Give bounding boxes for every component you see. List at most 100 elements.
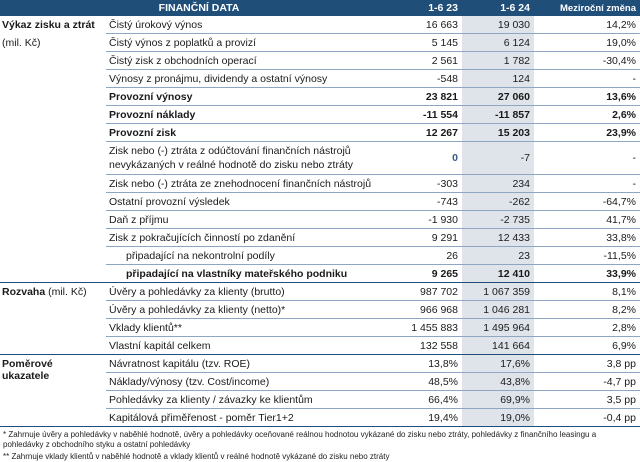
row-label: Zisk z pokračujících činností po zdanění — [106, 228, 398, 247]
value-change: 33,9% — [534, 264, 640, 283]
value-1-6-23: 16 663 — [398, 16, 462, 34]
value-change: 3,8 pp — [534, 354, 640, 373]
value-change: - — [534, 141, 640, 175]
table-row: Úvěry a pohledávky za klienty (netto)* 96… — [0, 300, 640, 319]
value-change: -30,4% — [534, 51, 640, 70]
value-1-6-23: 5 145 — [398, 33, 462, 52]
value-1-6-24: 12 410 — [462, 264, 534, 283]
section-label-bs: Rozvaha (mil. Kč) — [0, 282, 106, 355]
value-1-6-23: 966 968 — [398, 300, 462, 319]
value-1-6-23: 26 — [398, 246, 462, 265]
value-1-6-23: 12 267 — [398, 123, 462, 142]
value-change: -4,7 pp — [534, 372, 640, 391]
value-1-6-23: 13,8% — [398, 354, 462, 373]
section-unit: (mil. Kč) — [48, 286, 87, 298]
value-1-6-24: 234 — [462, 174, 534, 193]
value-1-6-23: 9 291 — [398, 228, 462, 247]
value-1-6-24: 27 060 — [462, 87, 534, 106]
value-1-6-24: -2 735 — [462, 210, 534, 229]
row-label: Čistý výnos z poplatků a provizí — [106, 33, 398, 52]
table-row: Rozvaha (mil. Kč) Úvěry a pohledávky za k… — [0, 282, 640, 355]
row-label: Vlastní kapitál celkem — [106, 336, 398, 355]
row-label: Návratnost kapitálu (tzv. ROE) — [106, 354, 398, 373]
row-label: připadající na nekontrolní podíly — [106, 246, 398, 265]
value-1-6-24: 12 433 — [462, 228, 534, 247]
col-header-1-6-23: 1-6 23 — [398, 0, 462, 16]
row-label: Pohledávky za klienty / závazky ke klien… — [106, 390, 398, 409]
table-row: Kapitálová přiměřenost - poměr Tier1+2 19… — [0, 408, 640, 427]
table-row: Poměrové ukazatele Návratnost kapitálu (t… — [0, 354, 640, 427]
value-1-6-23: 9 265 — [398, 264, 462, 283]
table-row: Náklady/výnosy (tzv. Cost/income) 48,5% 43… — [0, 372, 640, 391]
col-header-1-6-24: 1-6 24 — [462, 0, 534, 16]
row-label: Provozní výnosy — [106, 87, 398, 106]
value-1-6-24: -262 — [462, 192, 534, 211]
row-label: Výnosy z pronájmu, dividendy a ostatní v… — [106, 69, 398, 88]
value-1-6-24: 6 124 — [462, 33, 534, 52]
value-1-6-23: 2 561 — [398, 51, 462, 70]
value-1-6-23: 48,5% — [398, 372, 462, 391]
value-change: -0,4 pp — [534, 408, 640, 427]
value-change: 33,8% — [534, 228, 640, 247]
table-row: Provozní náklady -11 554 -11 857 2,6% — [0, 105, 640, 124]
table-row: Vlastní kapitál celkem 132 558 141 664 6,9% — [0, 336, 640, 355]
value-change: 8,2% — [534, 300, 640, 319]
row-label: Náklady/výnosy (tzv. Cost/income) — [106, 372, 398, 391]
value-1-6-23: 132 558 — [398, 336, 462, 355]
section-label-ratios: Poměrové ukazatele — [0, 354, 106, 427]
row-label: Daň z příjmu — [106, 210, 398, 229]
table-row: Výkaz zisku a ztrát (mil. Kč) Čistý úrokov… — [0, 16, 640, 283]
footnote-1: * Zahrnuje úvěry a pohledávky v naběhlé … — [3, 430, 597, 449]
value-change: -64,7% — [534, 192, 640, 211]
value-1-6-23: 23 821 — [398, 87, 462, 106]
row-label: Zisk nebo (-) ztráta ze znehodnocení fin… — [106, 174, 398, 193]
value-change: 14,2% — [534, 16, 640, 34]
row-label: Úvěry a pohledávky za klienty (brutto) — [106, 282, 398, 301]
row-label: Provozní náklady — [106, 105, 398, 124]
value-change: - — [534, 174, 640, 193]
table-row: Zisk nebo (-) ztráta z odúčtování finanč… — [0, 141, 640, 175]
table-row: Provozní zisk 12 267 15 203 23,9% — [0, 123, 640, 142]
value-1-6-24: 15 203 — [462, 123, 534, 142]
value-1-6-23: 0 — [398, 141, 462, 175]
table-row: připadající na vlastníky mateřského podn… — [0, 264, 640, 283]
value-1-6-24: 124 — [462, 69, 534, 88]
value-change: 41,7% — [534, 210, 640, 229]
value-change: 19,0% — [534, 33, 640, 52]
value-1-6-24: 1 782 — [462, 51, 534, 70]
value-1-6-23: 1 455 883 — [398, 318, 462, 337]
row-label: Čistý zisk z obchodních operací — [106, 51, 398, 70]
value-change: 2,6% — [534, 105, 640, 124]
value-1-6-24: 43,8% — [462, 372, 534, 391]
table-row: Čistý výnos z poplatků a provizí 5 145 6 1… — [0, 33, 640, 52]
section-title: Výkaz zisku a ztrát — [2, 19, 95, 31]
table-row: Ostatní provozní výsledek -743 -262 -64,7% — [0, 192, 640, 211]
value-change: 8,1% — [534, 282, 640, 301]
value-change: 2,8% — [534, 318, 640, 337]
value-1-6-24: 23 — [462, 246, 534, 265]
value-1-6-24: 17,6% — [462, 354, 534, 373]
value-1-6-23: 987 702 — [398, 282, 462, 301]
value-1-6-24: -7 — [462, 141, 534, 175]
value-change: 3,5 pp — [534, 390, 640, 409]
table-title: FINANČNÍ DATA — [0, 0, 398, 16]
value-1-6-23: -303 — [398, 174, 462, 193]
value-1-6-24: 69,9% — [462, 390, 534, 409]
table-row: Provozní výnosy 23 821 27 060 13,6% — [0, 87, 640, 106]
value-change: 23,9% — [534, 123, 640, 142]
value-change: -11,5% — [534, 246, 640, 265]
value-change: 6,9% — [534, 336, 640, 355]
value-1-6-23: -1 930 — [398, 210, 462, 229]
row-label: Zisk nebo (-) ztráta z odúčtování finanč… — [106, 141, 398, 175]
value-1-6-23: -11 554 — [398, 105, 462, 124]
table-row: Čistý zisk z obchodních operací 2 561 1 78… — [0, 51, 640, 70]
row-label: Čistý úrokový výnos — [106, 16, 398, 34]
value-1-6-23: -743 — [398, 192, 462, 211]
row-label: připadající na vlastníky mateřského podn… — [106, 264, 398, 283]
value-1-6-24: 1 067 359 — [462, 282, 534, 301]
table-row: Výnosy z pronájmu, dividendy a ostatní v… — [0, 69, 640, 88]
value-1-6-24: 141 664 — [462, 336, 534, 355]
value-change: - — [534, 69, 640, 88]
row-label: Vklady klientů** — [106, 318, 398, 337]
row-label: Provozní zisk — [106, 123, 398, 142]
